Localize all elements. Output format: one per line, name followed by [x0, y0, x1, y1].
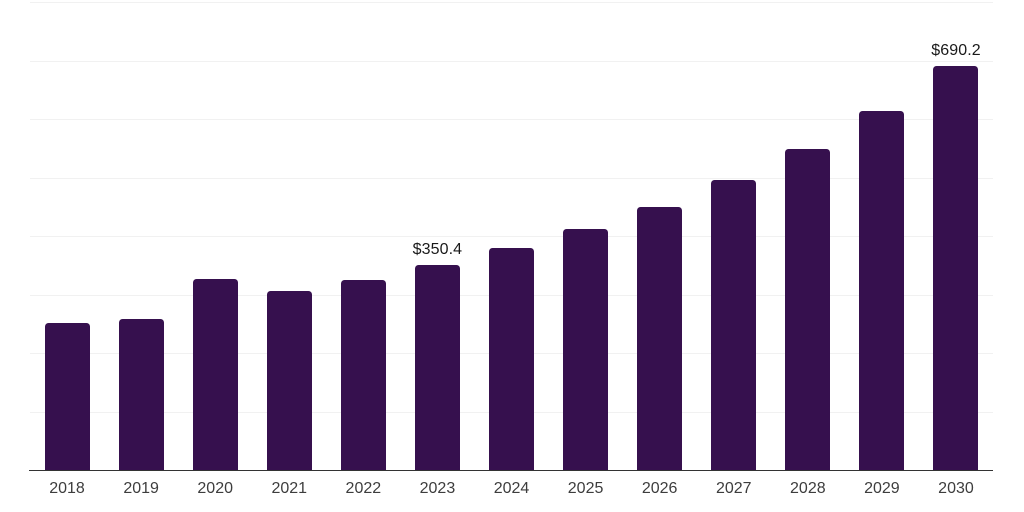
- x-axis-line: [29, 469, 993, 472]
- x-tick-2022: 2022: [345, 480, 382, 497]
- bars-container: $350.4 $690.2: [30, 2, 993, 470]
- bar-slot-2023: $350.4: [400, 2, 474, 470]
- data-label-2023: $350.4: [412, 241, 463, 259]
- x-tick-2026: 2026: [641, 480, 678, 497]
- bar-2027: [711, 180, 757, 470]
- gridline: [30, 236, 993, 238]
- bar-slot-2024: [474, 2, 548, 470]
- bar-slot-2029: [845, 2, 919, 470]
- bar-slot-2027: [697, 2, 771, 470]
- plot-area: $350.4 $690.2: [30, 2, 993, 470]
- x-tick-2018: 2018: [49, 480, 85, 497]
- bar-2028: [785, 148, 831, 470]
- bar-slot-2021: [252, 2, 326, 470]
- data-label-2030: $690.2: [931, 42, 981, 60]
- bar-2030: [933, 66, 979, 470]
- bar-slot-2018: [30, 2, 104, 470]
- bar-slot-2022: [326, 2, 400, 470]
- x-tick-2025: 2025: [567, 480, 604, 497]
- x-tick-2020: 2020: [197, 480, 233, 497]
- bar-2019: [118, 318, 164, 470]
- bar-2020: [192, 278, 238, 470]
- x-tick-2024: 2024: [493, 480, 530, 497]
- x-tick-2030: 2030: [938, 480, 974, 497]
- x-tick-2019: 2019: [123, 480, 159, 497]
- gridline: [30, 119, 993, 121]
- x-tick-2028: 2028: [790, 480, 826, 497]
- gridline: [30, 60, 993, 62]
- x-axis-tick-labels: 2018 2019 2020 2021 2022 2023 2024 2025 2026 2027…: [30, 480, 993, 498]
- bar-2025: [563, 229, 609, 470]
- bar-2029: [859, 111, 905, 470]
- bar-2018: [44, 323, 90, 470]
- bar-slot-2020: [178, 2, 252, 470]
- gridline: [30, 2, 993, 4]
- x-tick-2021: 2021: [271, 480, 308, 497]
- bar-slot-2030: $690.2: [919, 2, 993, 470]
- gridline: [30, 177, 993, 179]
- x-tick-2029: 2029: [864, 480, 900, 497]
- bar-2021: [266, 291, 312, 470]
- bar-2022: [340, 279, 386, 470]
- bar-slot-2028: [771, 2, 845, 470]
- x-tick-2027: 2027: [715, 480, 752, 497]
- bar-2026: [637, 207, 683, 470]
- bar-2023: [414, 265, 460, 470]
- x-tick-2023: 2023: [419, 480, 456, 497]
- bar-slot-2025: [549, 2, 623, 470]
- bar-slot-2026: [623, 2, 697, 470]
- bar-2024: [489, 248, 534, 470]
- bar-slot-2019: [104, 2, 178, 470]
